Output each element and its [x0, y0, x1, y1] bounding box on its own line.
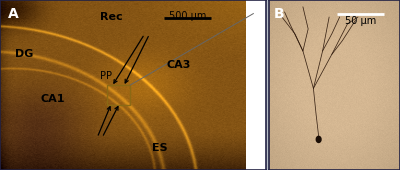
Text: DG: DG — [15, 49, 33, 59]
Text: ES: ES — [152, 143, 168, 153]
Text: A: A — [8, 7, 19, 21]
Text: 50 μm: 50 μm — [345, 16, 376, 26]
Text: CA3: CA3 — [166, 60, 190, 70]
Text: Rec: Rec — [100, 12, 123, 22]
Text: B: B — [274, 7, 285, 21]
Bar — [107, 85, 130, 105]
Text: PP: PP — [100, 72, 112, 81]
Text: 500 μm: 500 μm — [169, 11, 206, 21]
Circle shape — [316, 136, 321, 142]
Text: CA1: CA1 — [41, 94, 66, 104]
